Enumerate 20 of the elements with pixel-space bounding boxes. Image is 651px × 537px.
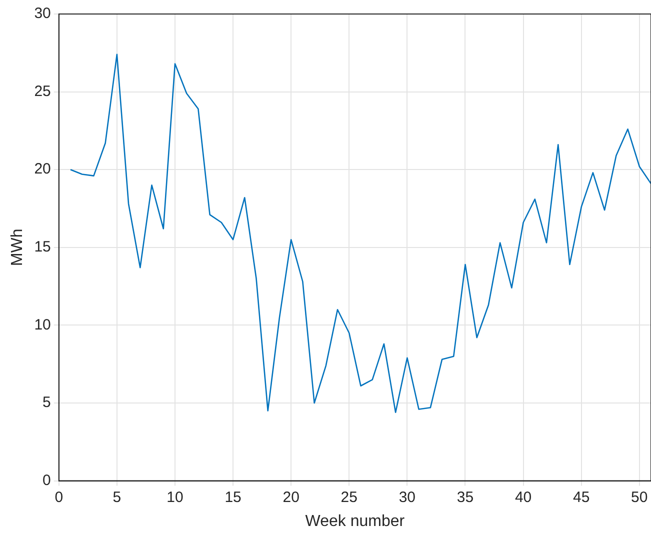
y-tick-label: 10 [34, 316, 51, 334]
x-axis-title: Week number [305, 512, 406, 530]
y-tick-label: 25 [34, 82, 51, 100]
y-tick-label: 0 [42, 472, 51, 489]
x-tick-label: 20 [282, 488, 300, 506]
y-axis-title: MWh [9, 228, 26, 266]
y-tick-label: 15 [34, 238, 51, 256]
x-tick-label: 5 [112, 488, 122, 506]
x-tick-label: 50 [631, 488, 648, 506]
y-tick-label: 30 [34, 5, 51, 22]
y-tick-label: 5 [42, 394, 51, 412]
y-tick-label: 20 [34, 160, 51, 178]
x-tick-label: 30 [398, 488, 416, 506]
x-tick-label: 40 [514, 488, 532, 506]
x-tick-label: 15 [224, 488, 242, 506]
x-tick-label: 35 [456, 488, 474, 506]
x-tick-label: 10 [166, 488, 184, 506]
x-tick-label: 25 [340, 488, 358, 506]
x-tick-label: 45 [572, 488, 590, 506]
x-tick-label: 0 [54, 488, 64, 506]
